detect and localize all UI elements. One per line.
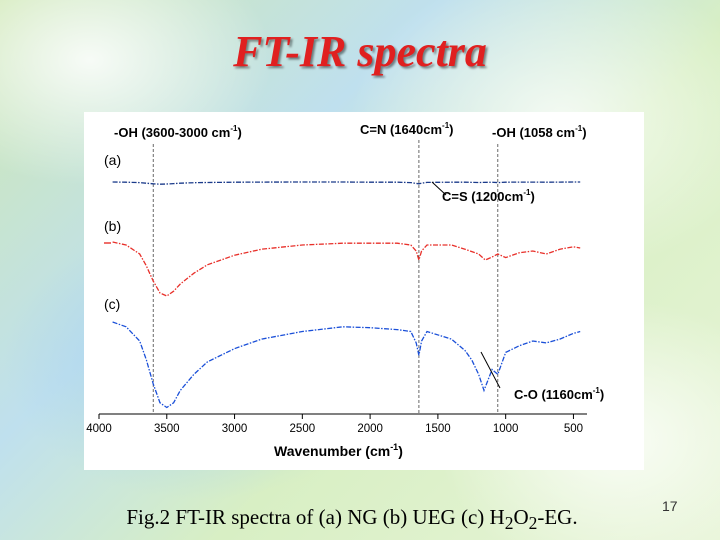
annotation-oh-1058: -OH (1058 cm-1) [492,124,587,140]
series-line-a [112,181,581,185]
page-number: 17 [662,498,678,514]
annotation-oh-3600: -OH (3600-3000 cm-1) [114,124,242,140]
co-leader-line [480,351,501,389]
series-layer [112,181,581,409]
panel-label-b: (b) [104,218,121,234]
series-line-b [112,241,581,297]
figure-caption: Fig.2 FT-IR spectra of (a) NG (b) UEG (c… [126,505,578,534]
annotation-co: C-O (1160cm-1) [514,386,604,402]
x-tick-label: 4000 [86,423,112,435]
series-line-c [112,321,581,409]
x-tick-label: 500 [564,423,583,435]
x-tick-label: 2000 [357,423,383,435]
x-tick-label: 1000 [493,423,519,435]
x-ticks: 4000 3500 3000 2500 2000 1500 1000 500 [86,414,583,435]
slide-title: FT-IR spectra [233,27,487,76]
x-axis-label: Wavenumber (cm-1) [274,442,403,459]
reference-lines [152,140,499,414]
x-tick-label: 3000 [222,423,248,435]
x-tick-label: 3500 [154,423,180,435]
x-tick-label: 1500 [425,423,451,435]
annotation-cs: C=S (1200cm-1) [442,188,535,204]
x-tick-label: 2500 [290,423,316,435]
ftir-chart: 4000 3500 3000 2500 2000 1500 1000 500 (a) (b) … [86,121,604,459]
chart-panel: 4000 3500 3000 2500 2000 1500 1000 500 (a) (b) … [84,112,644,470]
panel-label-a: (a) [104,152,121,168]
annotation-cn: C=N (1640cm-1) [360,121,454,137]
panel-label-c: (c) [104,296,120,312]
cs-leader-line [431,181,447,196]
